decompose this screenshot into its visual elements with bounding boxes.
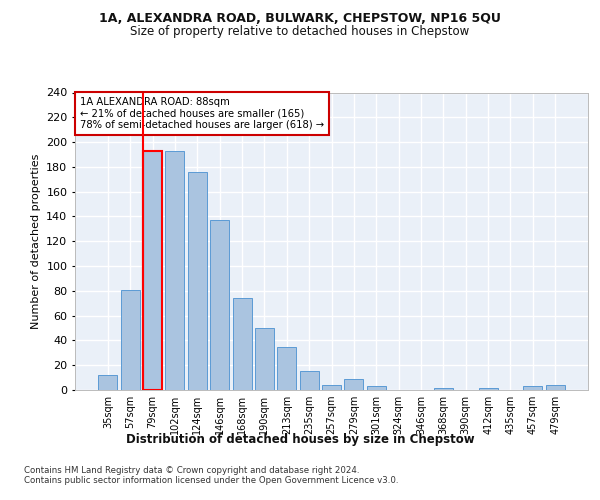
Bar	[545, 385, 565, 390]
Bar	[121, 290, 140, 390]
Bar	[143, 151, 162, 390]
Bar	[277, 346, 296, 390]
Text: 1A, ALEXANDRA ROAD, BULWARK, CHEPSTOW, NP16 5QU: 1A, ALEXANDRA ROAD, BULWARK, CHEPSTOW, N…	[99, 12, 501, 26]
Bar	[233, 298, 251, 390]
Text: Contains HM Land Registry data © Crown copyright and database right 2024.
Contai: Contains HM Land Registry data © Crown c…	[24, 466, 398, 485]
Bar	[344, 379, 364, 390]
Bar	[367, 386, 386, 390]
Bar	[143, 151, 162, 390]
Text: Distribution of detached houses by size in Chepstow: Distribution of detached houses by size …	[125, 432, 475, 446]
Bar	[322, 385, 341, 390]
Text: 1A ALEXANDRA ROAD: 88sqm
← 21% of detached houses are smaller (165)
78% of semi-: 1A ALEXANDRA ROAD: 88sqm ← 21% of detach…	[80, 97, 324, 130]
Bar	[434, 388, 453, 390]
Bar	[479, 388, 497, 390]
Bar	[98, 375, 118, 390]
Bar	[523, 386, 542, 390]
Bar	[210, 220, 229, 390]
Bar	[188, 172, 207, 390]
Bar	[166, 151, 184, 390]
Bar	[255, 328, 274, 390]
Y-axis label: Number of detached properties: Number of detached properties	[31, 154, 41, 329]
Text: Size of property relative to detached houses in Chepstow: Size of property relative to detached ho…	[130, 25, 470, 38]
Bar	[299, 372, 319, 390]
